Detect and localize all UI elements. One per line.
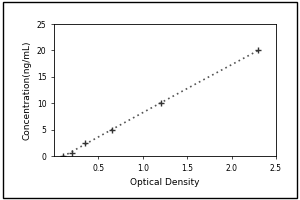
Y-axis label: Concentration(ng/mL): Concentration(ng/mL) [22, 40, 31, 140]
X-axis label: Optical Density: Optical Density [130, 178, 200, 187]
